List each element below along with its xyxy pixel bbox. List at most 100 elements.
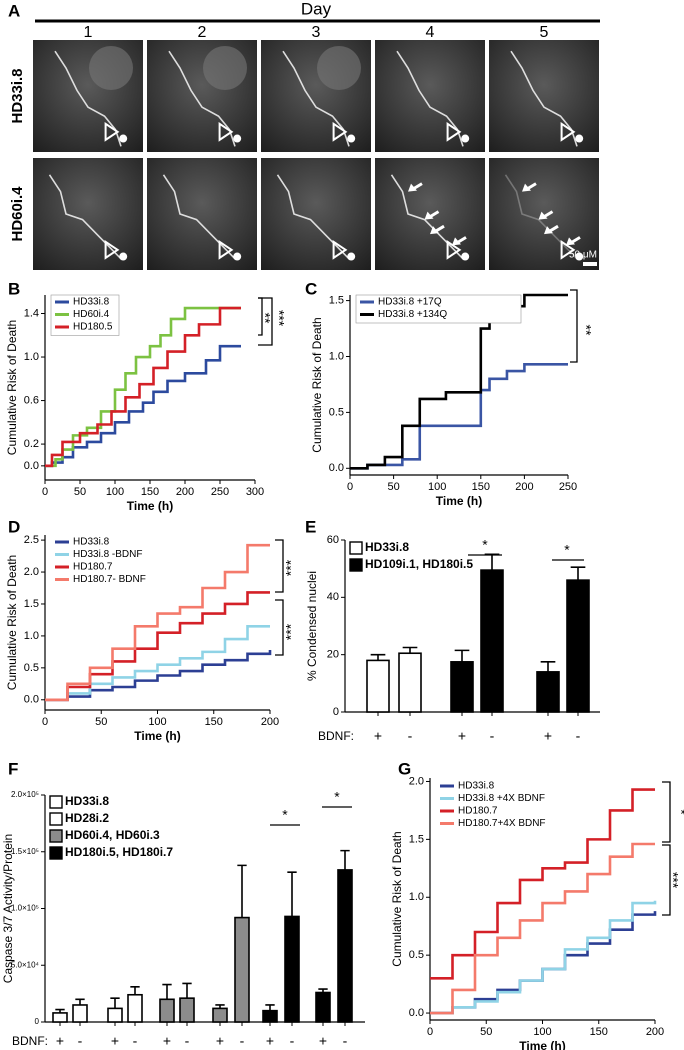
x-tick-label: 150 — [590, 1026, 608, 1038]
panel-label: A — [8, 1, 20, 20]
significance-label: * — [564, 542, 570, 558]
neurite — [48, 174, 122, 260]
day-label: 5 — [540, 24, 549, 41]
bar — [262, 1009, 278, 1023]
soma — [347, 134, 356, 143]
significance-label: * — [334, 789, 340, 805]
day-label: 2 — [198, 24, 207, 41]
x-tick-label: 0 — [42, 486, 48, 498]
legend-box — [355, 294, 522, 324]
arrow-head — [430, 226, 439, 235]
error-bar — [162, 983, 172, 1000]
y-tick-label: 2.0 — [409, 775, 424, 787]
step-line — [45, 306, 241, 468]
arrow-head — [544, 226, 553, 235]
arrowhead — [104, 239, 120, 260]
y-axis-label: Caspase 3/7 Activity/Protein — [1, 834, 15, 983]
y-tick-label: 60 — [327, 534, 339, 546]
y-axis-label: Cumulative Risk of Death — [5, 320, 19, 455]
legend-swatch — [349, 541, 363, 555]
legend-label: HD180.7 — [458, 806, 498, 817]
panel-label: F — [8, 759, 18, 778]
y-tick-label: 2.0×10⁵ — [11, 790, 39, 799]
cell-halo — [203, 46, 247, 90]
y-tick-label: 0.5 — [409, 949, 424, 961]
legend-label: HD60i.4 — [73, 309, 110, 320]
panel-label: D — [8, 517, 20, 536]
legend-label: HD28i.2 — [65, 811, 109, 825]
scale-bar — [583, 262, 597, 266]
legend-swatch — [349, 558, 363, 572]
y-tick-label: 1.0 — [24, 630, 39, 642]
x-axis-label: Time (h) — [436, 494, 482, 508]
bar — [480, 569, 504, 713]
arrow-head — [538, 211, 548, 220]
category-label: + — [163, 1033, 171, 1049]
y-tick-label: 1.0 — [24, 351, 39, 363]
significance-bracket — [662, 781, 671, 843]
y-tick-label: 1.4 — [24, 307, 39, 319]
y-tick-label: 0.5 — [329, 406, 344, 418]
soma — [119, 134, 128, 143]
row-label: HD60i.4 — [9, 186, 26, 242]
x-tick-label: 250 — [559, 481, 577, 493]
significance-label: * — [282, 807, 288, 823]
category-label: + — [319, 1033, 327, 1049]
category-label: + — [544, 728, 552, 744]
day-label: 3 — [312, 24, 321, 41]
significance-label: *** — [665, 872, 681, 889]
soma — [575, 252, 584, 261]
row-label: HD33i.8 — [9, 68, 26, 123]
step-line — [430, 842, 655, 1015]
x-tick-label: 200 — [261, 716, 279, 728]
significance-bracket — [570, 289, 578, 363]
x-tick-label: 150 — [472, 481, 490, 493]
bar — [366, 659, 390, 713]
category-label: + — [374, 728, 382, 744]
bar — [179, 997, 195, 1023]
arrowhead — [218, 239, 234, 260]
arrow-head — [408, 183, 417, 192]
soma — [347, 252, 356, 261]
y-tick-label: 1.5 — [24, 598, 39, 610]
x-tick-label: 100 — [533, 1026, 551, 1038]
y-tick-label: 1.0 — [329, 350, 344, 362]
x-tick-label: 100 — [148, 716, 166, 728]
bar — [450, 661, 474, 713]
category-label: - — [408, 728, 413, 744]
bar — [566, 579, 590, 713]
error-bar — [454, 649, 470, 662]
x-tick-label: 150 — [205, 716, 223, 728]
y-axis-label: Cumulative Risk of Death — [390, 831, 404, 966]
micrograph — [489, 40, 599, 152]
error-bar — [110, 997, 120, 1009]
x-axis-label: Time (h) — [134, 729, 180, 743]
bar — [337, 869, 353, 1023]
cell-halo — [89, 46, 133, 90]
category-axis-label: BDNF: — [318, 729, 354, 743]
soma — [461, 134, 470, 143]
x-tick-label: 200 — [515, 481, 533, 493]
panel-label: E — [305, 517, 316, 536]
category-label: - — [185, 1033, 190, 1049]
arrowhead — [560, 121, 576, 142]
x-tick-label: 250 — [211, 486, 229, 498]
x-tick-label: 0 — [347, 481, 353, 493]
y-tick-label: 5.0×10⁴ — [11, 960, 40, 969]
y-tick-label: 0.0 — [24, 694, 39, 706]
bar — [536, 671, 560, 713]
significance-bracket — [275, 539, 284, 593]
x-tick-label: 50 — [387, 481, 399, 493]
legend-label: HD33i.8 -BDNF — [73, 549, 142, 560]
bar — [234, 916, 250, 1023]
arrowhead — [446, 121, 462, 142]
error-bar — [402, 646, 418, 654]
significance-label: * — [482, 537, 488, 553]
day-label: 4 — [426, 24, 435, 41]
significance-bracket — [258, 297, 273, 346]
legend-label: HD33i.8 +134Q — [378, 309, 447, 320]
legend-label: HD109i.1, HD180i.5 — [365, 557, 473, 571]
step-line — [350, 363, 568, 470]
arrowhead — [332, 239, 348, 260]
bar — [72, 1004, 88, 1023]
